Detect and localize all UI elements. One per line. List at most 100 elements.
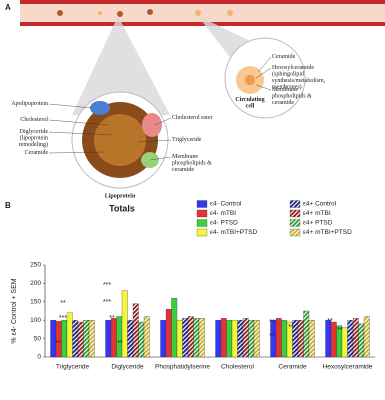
x-tick-label: Hexosylceramide bbox=[323, 364, 373, 371]
legend-label: ε4- mTBI+PTSD bbox=[210, 229, 257, 236]
lipoprotein-core bbox=[94, 114, 146, 166]
cell-lens bbox=[224, 37, 306, 119]
legend-swatch bbox=[289, 219, 301, 227]
bar bbox=[297, 320, 304, 358]
leader bbox=[48, 151, 107, 154]
legend-swatch bbox=[289, 200, 301, 208]
x-tick-label: Cholesterol bbox=[221, 364, 254, 371]
bar bbox=[198, 318, 205, 358]
bar bbox=[127, 320, 134, 358]
bar bbox=[138, 321, 145, 358]
bar bbox=[110, 318, 117, 358]
diagram-label: Ceramide bbox=[272, 54, 296, 60]
diagram-label: Triglyceride bbox=[172, 137, 202, 143]
x-tick-label: Ceramide bbox=[278, 364, 307, 371]
label-line: Cholesterol ester bbox=[172, 115, 213, 121]
leader bbox=[149, 156, 172, 161]
leader bbox=[48, 119, 109, 126]
leader bbox=[48, 131, 113, 136]
label-line: cell bbox=[246, 104, 255, 110]
legend-label: ε4+ PTSD bbox=[303, 220, 333, 227]
bar bbox=[171, 297, 178, 358]
leader bbox=[257, 56, 272, 73]
label-line: Ceramide bbox=[25, 150, 49, 156]
leader bbox=[255, 84, 272, 91]
label-line: phospholipids & bbox=[272, 94, 312, 100]
bar bbox=[182, 318, 189, 358]
diagram-label: Apolipoprotein bbox=[11, 101, 48, 107]
bar bbox=[226, 320, 233, 358]
bar bbox=[105, 320, 112, 358]
significance: ** bbox=[327, 318, 333, 325]
leader bbox=[255, 67, 272, 79]
legend-label: ε4+ mTBI bbox=[303, 210, 331, 217]
label-line: ceramide bbox=[172, 167, 194, 173]
bar bbox=[121, 290, 128, 358]
label-line: (sphingolipid bbox=[272, 71, 304, 78]
bar bbox=[165, 309, 172, 358]
diagram-label: Membrane phospholipids & ceramide bbox=[172, 154, 212, 173]
bar bbox=[220, 318, 227, 358]
diagram-labels: A B Lipoprotein bbox=[5, 3, 136, 210]
bar bbox=[77, 321, 84, 358]
diagram-label: Circulating cell bbox=[235, 97, 264, 110]
apolipoprotein bbox=[142, 113, 162, 137]
bar bbox=[363, 316, 370, 358]
bar bbox=[72, 320, 79, 358]
legend-swatch bbox=[196, 228, 208, 237]
significance: ** bbox=[288, 324, 294, 331]
bar bbox=[231, 320, 238, 358]
particle bbox=[147, 9, 153, 15]
significance: *** bbox=[59, 315, 67, 322]
bar bbox=[330, 321, 337, 358]
legend-label: ε4- Control bbox=[210, 201, 242, 208]
apolipoprotein bbox=[90, 101, 110, 115]
panel-label: A bbox=[5, 3, 11, 12]
diagram-label: Ceramide bbox=[25, 150, 49, 156]
diagram-label: Membrane phospholipids & ceramide bbox=[272, 87, 312, 106]
bar bbox=[193, 318, 200, 358]
leader bbox=[137, 139, 172, 143]
label-line: Circulating bbox=[235, 97, 264, 103]
bar bbox=[116, 316, 123, 358]
panel-label: B bbox=[5, 201, 11, 210]
label-line: Cholesterol bbox=[20, 117, 48, 123]
label-line: Apolipoprotein bbox=[11, 101, 48, 107]
diagram-label: Cholesterol ester bbox=[172, 115, 213, 121]
significance: ** bbox=[60, 300, 66, 307]
significance: ** bbox=[117, 340, 123, 347]
y-tick-label: 0 bbox=[37, 354, 41, 361]
vessel-lumen bbox=[20, 4, 385, 22]
x-tick-label: Phosphatidylserine bbox=[155, 364, 210, 371]
diagram bbox=[20, 0, 385, 189]
label-line: Membrane bbox=[272, 87, 298, 93]
y-axis-label: % ε4- Control + SEM bbox=[11, 278, 18, 343]
bar bbox=[341, 327, 348, 358]
label-line: Diglyceride bbox=[20, 129, 49, 135]
cell-nucleus bbox=[245, 75, 255, 85]
legend-swatch bbox=[196, 200, 208, 208]
leader bbox=[48, 103, 93, 109]
particle bbox=[57, 10, 63, 16]
y-tick-label: 150 bbox=[30, 299, 41, 306]
bar bbox=[308, 320, 315, 358]
y-tick-label: 200 bbox=[30, 280, 41, 287]
label-line: Hexosylceramide bbox=[272, 65, 314, 71]
diagram-label: Cholesterol bbox=[20, 117, 48, 123]
label-line: Membrane bbox=[172, 154, 198, 160]
bar bbox=[275, 318, 282, 358]
bar bbox=[358, 323, 365, 358]
bar bbox=[187, 316, 194, 358]
legend-label: ε4- PTSD bbox=[210, 220, 238, 227]
legend-swatch bbox=[289, 228, 301, 237]
particle bbox=[195, 10, 201, 16]
significance: ** bbox=[350, 337, 356, 344]
legend-swatch bbox=[196, 219, 208, 227]
label-line: ceramide bbox=[272, 100, 294, 106]
chart-title: Totals bbox=[109, 203, 135, 213]
significance: *** bbox=[103, 282, 111, 289]
diagram-label: Diglyceride (lipoprotein remodeling) bbox=[19, 129, 49, 148]
particle bbox=[98, 11, 102, 15]
legend-label: ε4+ Control bbox=[303, 201, 337, 208]
